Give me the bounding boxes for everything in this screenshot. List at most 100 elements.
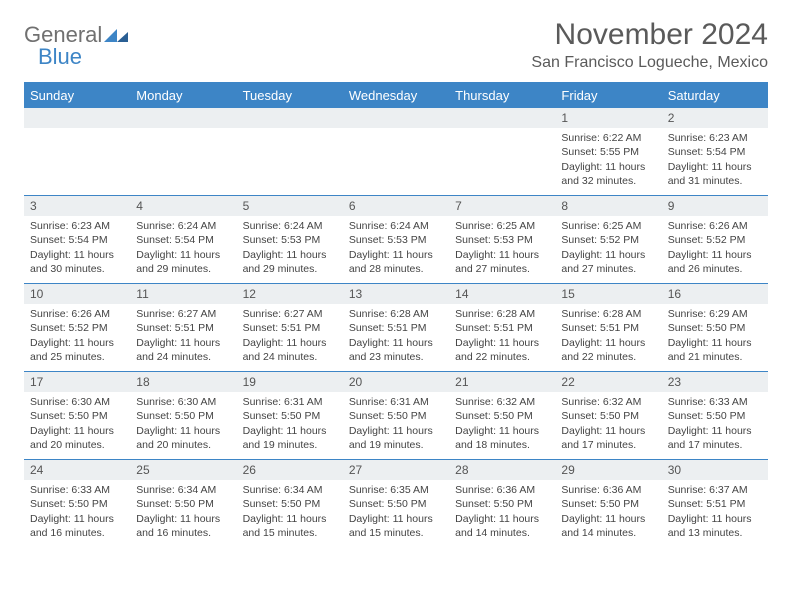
daylight-line: Daylight: 11 hours and 30 minutes.	[30, 248, 124, 276]
calendar-cell: 6Sunrise: 6:24 AMSunset: 5:53 PMDaylight…	[343, 195, 449, 283]
sunrise-line: Sunrise: 6:30 AM	[136, 395, 230, 409]
calendar-cell: 18Sunrise: 6:30 AMSunset: 5:50 PMDayligh…	[130, 371, 236, 459]
calendar-cell: 2Sunrise: 6:23 AMSunset: 5:54 PMDaylight…	[662, 107, 768, 195]
calendar-cell: 12Sunrise: 6:27 AMSunset: 5:51 PMDayligh…	[237, 283, 343, 371]
calendar-cell: 3Sunrise: 6:23 AMSunset: 5:54 PMDaylight…	[24, 195, 130, 283]
sunrise-line: Sunrise: 6:34 AM	[136, 483, 230, 497]
day-number: 23	[662, 372, 768, 392]
sunset-line: Sunset: 5:50 PM	[455, 497, 549, 511]
calendar-cell	[130, 107, 236, 195]
cell-body: Sunrise: 6:24 AMSunset: 5:53 PMDaylight:…	[237, 216, 343, 282]
calendar-cell	[449, 107, 555, 195]
sunset-line: Sunset: 5:50 PM	[455, 409, 549, 423]
sunset-line: Sunset: 5:50 PM	[349, 409, 443, 423]
cell-body: Sunrise: 6:34 AMSunset: 5:50 PMDaylight:…	[237, 480, 343, 546]
title-block: November 2024 San Francisco Logueche, Me…	[531, 18, 768, 72]
day-number	[130, 108, 236, 128]
cell-body: Sunrise: 6:24 AMSunset: 5:53 PMDaylight:…	[343, 216, 449, 282]
cell-body: Sunrise: 6:26 AMSunset: 5:52 PMDaylight:…	[24, 304, 130, 370]
sunrise-line: Sunrise: 6:37 AM	[668, 483, 762, 497]
day-number: 22	[555, 372, 661, 392]
location-text: San Francisco Logueche, Mexico	[531, 54, 768, 72]
day-number	[449, 108, 555, 128]
cell-body: Sunrise: 6:31 AMSunset: 5:50 PMDaylight:…	[237, 392, 343, 458]
sunrise-line: Sunrise: 6:24 AM	[349, 219, 443, 233]
sunset-line: Sunset: 5:50 PM	[30, 409, 124, 423]
calendar-cell: 7Sunrise: 6:25 AMSunset: 5:53 PMDaylight…	[449, 195, 555, 283]
weekday-header: Tuesday	[237, 84, 343, 107]
daylight-line: Daylight: 11 hours and 20 minutes.	[30, 424, 124, 452]
weekday-header: Friday	[555, 84, 661, 107]
cell-body: Sunrise: 6:22 AMSunset: 5:55 PMDaylight:…	[555, 128, 661, 194]
cell-body: Sunrise: 6:23 AMSunset: 5:54 PMDaylight:…	[662, 128, 768, 194]
sunrise-line: Sunrise: 6:28 AM	[349, 307, 443, 321]
calendar-cell: 1Sunrise: 6:22 AMSunset: 5:55 PMDaylight…	[555, 107, 661, 195]
sunrise-line: Sunrise: 6:32 AM	[455, 395, 549, 409]
daylight-line: Daylight: 11 hours and 26 minutes.	[668, 248, 762, 276]
page-header: General Blue November 2024 San Francisco…	[24, 18, 768, 72]
calendar-cell: 22Sunrise: 6:32 AMSunset: 5:50 PMDayligh…	[555, 371, 661, 459]
sunrise-line: Sunrise: 6:31 AM	[349, 395, 443, 409]
calendar-cell	[343, 107, 449, 195]
calendar-cell: 4Sunrise: 6:24 AMSunset: 5:54 PMDaylight…	[130, 195, 236, 283]
calendar-page: General Blue November 2024 San Francisco…	[0, 0, 792, 565]
daylight-line: Daylight: 11 hours and 16 minutes.	[136, 512, 230, 540]
day-number: 24	[24, 460, 130, 480]
day-number: 10	[24, 284, 130, 304]
sunrise-line: Sunrise: 6:36 AM	[561, 483, 655, 497]
cell-body: Sunrise: 6:33 AMSunset: 5:50 PMDaylight:…	[24, 480, 130, 546]
daylight-line: Daylight: 11 hours and 27 minutes.	[561, 248, 655, 276]
cell-body: Sunrise: 6:27 AMSunset: 5:51 PMDaylight:…	[130, 304, 236, 370]
day-number	[343, 108, 449, 128]
calendar-cell: 21 Sunrise: 6:32 AMSunset: 5:50 PMDayligh…	[449, 371, 555, 459]
calendar-cell: 11Sunrise: 6:27 AMSunset: 5:51 PMDayligh…	[130, 283, 236, 371]
sunset-line: Sunset: 5:50 PM	[561, 497, 655, 511]
sunset-line: Sunset: 5:50 PM	[243, 497, 337, 511]
day-number: 28	[449, 460, 555, 480]
calendar: SundayMondayTuesdayWednesdayThursdayFrid…	[24, 82, 768, 547]
sunrise-line: Sunrise: 6:30 AM	[30, 395, 124, 409]
sunset-line: Sunset: 5:52 PM	[30, 321, 124, 335]
sunset-line: Sunset: 5:50 PM	[136, 409, 230, 423]
day-number: 21	[449, 372, 555, 392]
day-number: 25	[130, 460, 236, 480]
sunrise-line: Sunrise: 6:23 AM	[668, 131, 762, 145]
daylight-line: Daylight: 11 hours and 20 minutes.	[136, 424, 230, 452]
cell-body: Sunrise: 6:33 AMSunset: 5:50 PMDaylight:…	[662, 392, 768, 458]
day-number: 17	[24, 372, 130, 392]
calendar-cell: 10Sunrise: 6:26 AMSunset: 5:52 PMDayligh…	[24, 283, 130, 371]
weekday-header-row: SundayMondayTuesdayWednesdayThursdayFrid…	[24, 84, 768, 107]
daylight-line: Daylight: 11 hours and 29 minutes.	[243, 248, 337, 276]
sunset-line: Sunset: 5:54 PM	[668, 145, 762, 159]
sunrise-line: Sunrise: 6:23 AM	[30, 219, 124, 233]
calendar-cell: 29Sunrise: 6:36 AMSunset: 5:50 PMDayligh…	[555, 459, 661, 547]
cell-body: Sunrise: 6:31 AMSunset: 5:50 PMDaylight:…	[343, 392, 449, 458]
sunrise-line: Sunrise: 6:27 AM	[136, 307, 230, 321]
calendar-cell: 8Sunrise: 6:25 AMSunset: 5:52 PMDaylight…	[555, 195, 661, 283]
day-number: 2	[662, 108, 768, 128]
daylight-line: Daylight: 11 hours and 18 minutes.	[455, 424, 549, 452]
calendar-cell: 16Sunrise: 6:29 AMSunset: 5:50 PMDayligh…	[662, 283, 768, 371]
daylight-line: Daylight: 11 hours and 22 minutes.	[455, 336, 549, 364]
month-title: November 2024	[531, 18, 768, 52]
brand-text: General Blue	[24, 24, 130, 68]
weekday-header: Thursday	[449, 84, 555, 107]
day-number: 20	[343, 372, 449, 392]
sunrise-line: Sunrise: 6:28 AM	[455, 307, 549, 321]
daylight-line: Daylight: 11 hours and 19 minutes.	[243, 424, 337, 452]
sunset-line: Sunset: 5:53 PM	[455, 233, 549, 247]
cell-body: Sunrise: 6:29 AMSunset: 5:50 PMDaylight:…	[662, 304, 768, 370]
sunrise-line: Sunrise: 6:36 AM	[455, 483, 549, 497]
day-number	[24, 108, 130, 128]
sunset-line: Sunset: 5:50 PM	[668, 409, 762, 423]
sunrise-line: Sunrise: 6:33 AM	[30, 483, 124, 497]
calendar-cell: 28Sunrise: 6:36 AMSunset: 5:50 PMDayligh…	[449, 459, 555, 547]
calendar-cell: 14Sunrise: 6:28 AMSunset: 5:51 PMDayligh…	[449, 283, 555, 371]
daylight-line: Daylight: 11 hours and 15 minutes.	[243, 512, 337, 540]
calendar-cell: 19Sunrise: 6:31 AMSunset: 5:50 PMDayligh…	[237, 371, 343, 459]
sunset-line: Sunset: 5:53 PM	[349, 233, 443, 247]
brand-mark-icon	[104, 26, 130, 42]
cell-body: Sunrise: 6:32 AMSunset: 5:50 PMDaylight:…	[555, 392, 661, 458]
cell-body: Sunrise: 6:26 AMSunset: 5:52 PMDaylight:…	[662, 216, 768, 282]
day-number: 4	[130, 196, 236, 216]
